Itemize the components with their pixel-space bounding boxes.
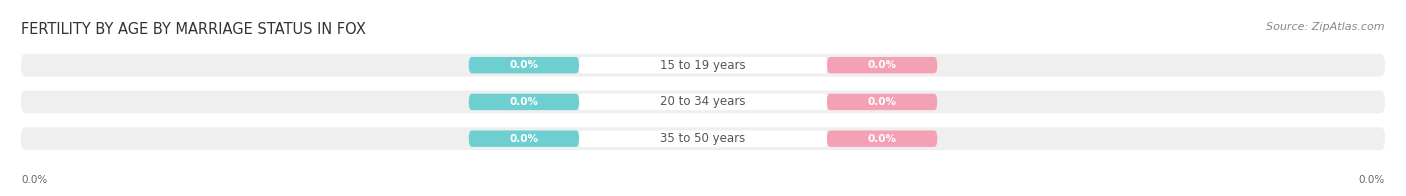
Text: Source: ZipAtlas.com: Source: ZipAtlas.com <box>1267 22 1385 32</box>
FancyBboxPatch shape <box>21 127 1385 150</box>
Text: 35 to 50 years: 35 to 50 years <box>661 132 745 145</box>
FancyBboxPatch shape <box>579 57 827 73</box>
Text: 15 to 19 years: 15 to 19 years <box>661 59 745 72</box>
FancyBboxPatch shape <box>827 94 938 110</box>
Text: 0.0%: 0.0% <box>509 60 538 70</box>
Text: 0.0%: 0.0% <box>868 60 897 70</box>
Text: 0.0%: 0.0% <box>1358 175 1385 185</box>
FancyBboxPatch shape <box>827 131 938 147</box>
Text: 0.0%: 0.0% <box>509 97 538 107</box>
Text: 0.0%: 0.0% <box>868 97 897 107</box>
FancyBboxPatch shape <box>468 57 579 73</box>
Text: 0.0%: 0.0% <box>509 134 538 144</box>
Text: FERTILITY BY AGE BY MARRIAGE STATUS IN FOX: FERTILITY BY AGE BY MARRIAGE STATUS IN F… <box>21 22 366 37</box>
FancyBboxPatch shape <box>827 57 938 73</box>
FancyBboxPatch shape <box>21 54 1385 77</box>
FancyBboxPatch shape <box>21 91 1385 113</box>
FancyBboxPatch shape <box>468 131 579 147</box>
Text: 20 to 34 years: 20 to 34 years <box>661 95 745 108</box>
FancyBboxPatch shape <box>579 94 827 110</box>
FancyBboxPatch shape <box>579 131 827 147</box>
FancyBboxPatch shape <box>468 94 579 110</box>
Text: 0.0%: 0.0% <box>868 134 897 144</box>
Text: 0.0%: 0.0% <box>21 175 48 185</box>
